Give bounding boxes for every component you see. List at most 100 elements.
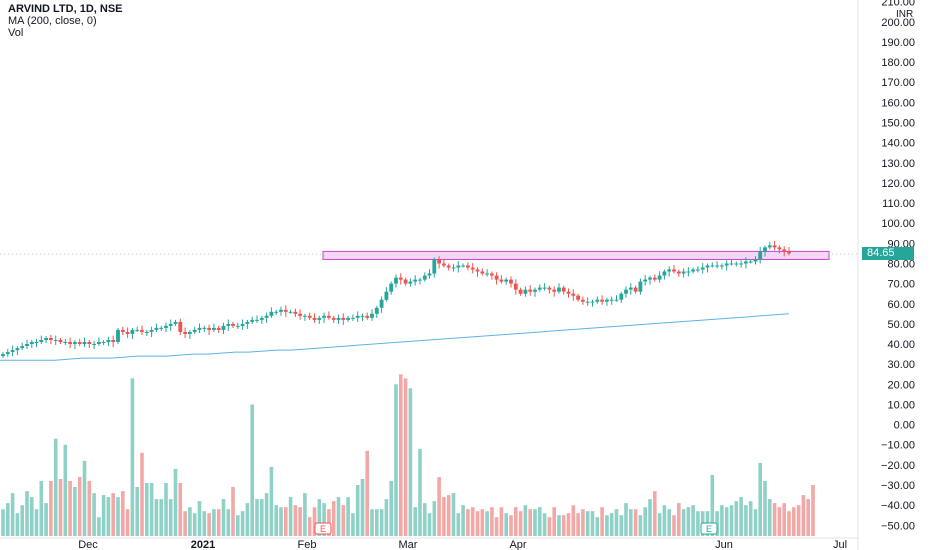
- volume-bar: [111, 493, 115, 536]
- candle-body: [293, 311, 298, 314]
- y-tick-label: 20.00: [887, 379, 915, 391]
- candle-body: [753, 259, 758, 262]
- candle-body: [389, 283, 394, 292]
- volume-bar: [585, 511, 590, 536]
- candle-body: [408, 281, 413, 284]
- candle-body: [480, 271, 485, 274]
- volume-bar: [595, 517, 600, 536]
- candle-body: [418, 279, 422, 281]
- volume-bar: [140, 452, 144, 536]
- volume-bar: [236, 515, 240, 536]
- x-tick-label: Jun: [715, 539, 733, 550]
- x-tick-label: Feb: [298, 539, 317, 550]
- y-tick-label: 210.00: [881, 0, 915, 9]
- volume-bar: [135, 487, 139, 536]
- candle-body: [140, 329, 144, 332]
- volume-bar: [255, 499, 259, 536]
- candle-body: [533, 289, 537, 292]
- volume-bar: [264, 493, 269, 536]
- candle-body: [734, 263, 739, 265]
- volume-bar: [92, 493, 96, 536]
- candle-body: [628, 287, 633, 290]
- volume-bar: [346, 497, 350, 536]
- volume-bar: [125, 509, 130, 536]
- candle-body: [125, 332, 130, 334]
- volume-bar: [729, 505, 734, 536]
- volume-bar: [351, 513, 355, 536]
- x-tick-label: 2021: [191, 539, 215, 550]
- volume-bar: [566, 513, 571, 536]
- volume-bar: [796, 505, 801, 536]
- volume-bar: [619, 515, 624, 536]
- y-tick-label: 150.00: [881, 118, 915, 130]
- candle-body: [571, 293, 576, 296]
- candle-body: [29, 342, 34, 344]
- candle-body: [552, 289, 557, 292]
- volume-bar: [240, 511, 245, 536]
- y-tick-label: 30.00: [887, 359, 915, 371]
- candle-body: [652, 277, 657, 280]
- candle-body: [1, 354, 5, 357]
- candle-body: [398, 277, 403, 280]
- candle-body: [729, 263, 734, 265]
- volume-bar: [552, 507, 556, 536]
- y-tick-label: 120.00: [881, 178, 915, 190]
- candle-body: [87, 342, 92, 344]
- volume-bar: [629, 509, 633, 536]
- candle-body: [696, 269, 700, 271]
- candle-body: [192, 329, 197, 332]
- symbol-title[interactable]: ARVIND LTD, 1D, NSE: [8, 3, 123, 15]
- volume-bar: [288, 497, 293, 536]
- ma-indicator-label[interactable]: MA (200, close, 0): [8, 15, 97, 27]
- volume-bar: [792, 507, 796, 536]
- volume-bar: [30, 497, 34, 536]
- volume-bar: [312, 507, 317, 536]
- candle-body: [485, 273, 489, 275]
- resistance-zone-rect: [322, 250, 830, 260]
- volume-bar: [691, 505, 695, 536]
- earnings-marker: E: [314, 522, 332, 535]
- volume-bar: [643, 507, 647, 536]
- volume-bar: [446, 495, 451, 536]
- candle-body: [537, 287, 542, 290]
- candle-body: [470, 267, 475, 270]
- candle-body: [317, 317, 322, 320]
- candle-body: [77, 342, 82, 344]
- volume-bar: [34, 509, 39, 536]
- candle-body: [288, 311, 293, 313]
- volume-bar: [739, 497, 743, 536]
- volume-bar: [480, 509, 485, 536]
- candle-body: [197, 327, 202, 330]
- volume-bar: [523, 505, 528, 536]
- volume-bar: [202, 511, 207, 536]
- candle-body: [221, 325, 226, 330]
- volume-bar: [442, 497, 446, 536]
- candle-body: [676, 271, 681, 274]
- volume-bar: [375, 509, 379, 536]
- candle-body: [643, 279, 648, 282]
- volume-bar: [418, 448, 422, 536]
- volume-bar: [49, 481, 53, 536]
- volume-bar: [648, 499, 652, 536]
- candle-body: [130, 329, 135, 334]
- volume-bar: [173, 468, 178, 536]
- volume-bar: [10, 493, 15, 536]
- volume-bar: [130, 378, 135, 536]
- candle-body: [97, 342, 101, 344]
- candle-body: [566, 291, 571, 294]
- candle-body: [787, 251, 791, 254]
- volume-bar: [423, 503, 427, 536]
- candle-body: [336, 317, 341, 320]
- candle-body: [557, 287, 561, 292]
- volume-bar: [231, 487, 235, 536]
- candle-body: [432, 259, 437, 274]
- volume-bar: [561, 515, 566, 536]
- volume-bar: [192, 513, 197, 536]
- candle-body: [178, 321, 183, 332]
- volume-bar: [116, 497, 120, 536]
- candle-body: [763, 247, 767, 252]
- volume-indicator-label[interactable]: Vol: [8, 27, 24, 39]
- x-tick-label: Dec: [78, 539, 98, 550]
- volume-bar: [533, 509, 537, 536]
- candle-body: [111, 340, 116, 342]
